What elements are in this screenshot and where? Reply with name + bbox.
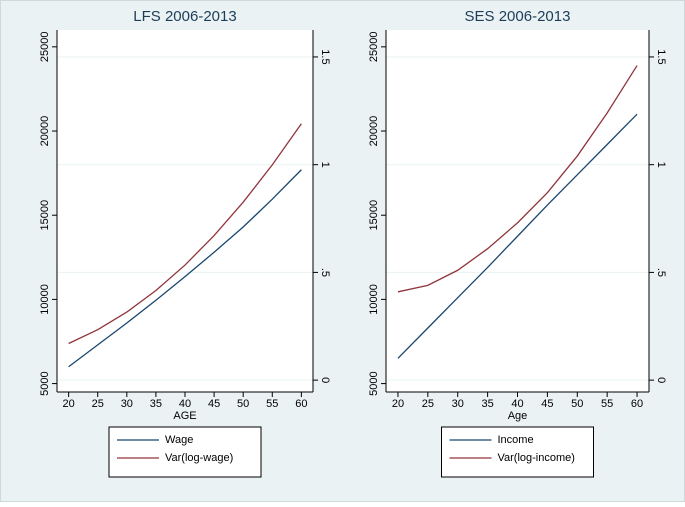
x-tick-label: 25 [422, 398, 434, 410]
x-tick-label: 30 [121, 398, 133, 410]
x-tick-label: 55 [266, 398, 278, 410]
y-tick-label: 25000 [368, 32, 380, 63]
y-tick-label: 10000 [39, 284, 51, 315]
legend-label: Var(log-wage) [165, 452, 233, 464]
y2-tick-label: 0 [655, 377, 667, 383]
x-tick-label: 50 [571, 398, 583, 410]
x-tick-label: 20 [392, 398, 404, 410]
y-tick-label: 15000 [368, 200, 380, 231]
series-line [397, 65, 638, 293]
x-tick-label: 35 [150, 398, 162, 410]
legend-box [108, 426, 262, 478]
chart-title: LFS 2006-2013 [133, 8, 236, 25]
x-tick-label: 40 [179, 398, 191, 410]
y-tick-label: 5000 [39, 371, 51, 395]
y-tick-label: 20000 [368, 116, 380, 147]
y-tick-label: 5000 [368, 371, 380, 395]
y-tick-label: 10000 [368, 284, 380, 315]
y2-tick-label: 1 [655, 162, 667, 168]
legend-label: Income [498, 434, 534, 446]
x-tick-label: 60 [295, 398, 307, 410]
series-line [68, 169, 302, 368]
x-tick-label: 25 [92, 398, 104, 410]
y-tick-label: 15000 [39, 200, 51, 231]
x-tick-label: 35 [481, 398, 493, 410]
y2-tick-label: 0 [319, 377, 331, 383]
x-tick-label: 20 [63, 398, 75, 410]
x-tick-label: 60 [631, 398, 643, 410]
y-tick-label: 25000 [39, 32, 51, 63]
legend-box [441, 426, 594, 478]
x-tick-label: 45 [208, 398, 220, 410]
plot-area [57, 30, 313, 392]
x-tick-label: 45 [541, 398, 553, 410]
series-line [68, 123, 302, 345]
plot-area [386, 30, 649, 392]
x-tick-label: 40 [511, 398, 523, 410]
y2-tick-label: 1.5 [319, 49, 331, 64]
x-tick-label: 30 [452, 398, 464, 410]
x-tick-label: 55 [601, 398, 613, 410]
y2-tick-label: 1 [319, 162, 331, 168]
legend-label: Wage [165, 434, 193, 446]
y2-tick-label: .5 [319, 268, 331, 277]
legend-label: Var(log-income) [498, 452, 575, 464]
y2-tick-label: .5 [655, 268, 667, 277]
x-axis-label: Age [508, 410, 528, 422]
x-tick-label: 50 [237, 398, 249, 410]
series-line [397, 113, 638, 359]
y-tick-label: 20000 [39, 116, 51, 147]
x-axis-label: AGE [173, 410, 196, 422]
y2-tick-label: 1.5 [655, 49, 667, 64]
chart-title: SES 2006-2013 [465, 8, 571, 25]
